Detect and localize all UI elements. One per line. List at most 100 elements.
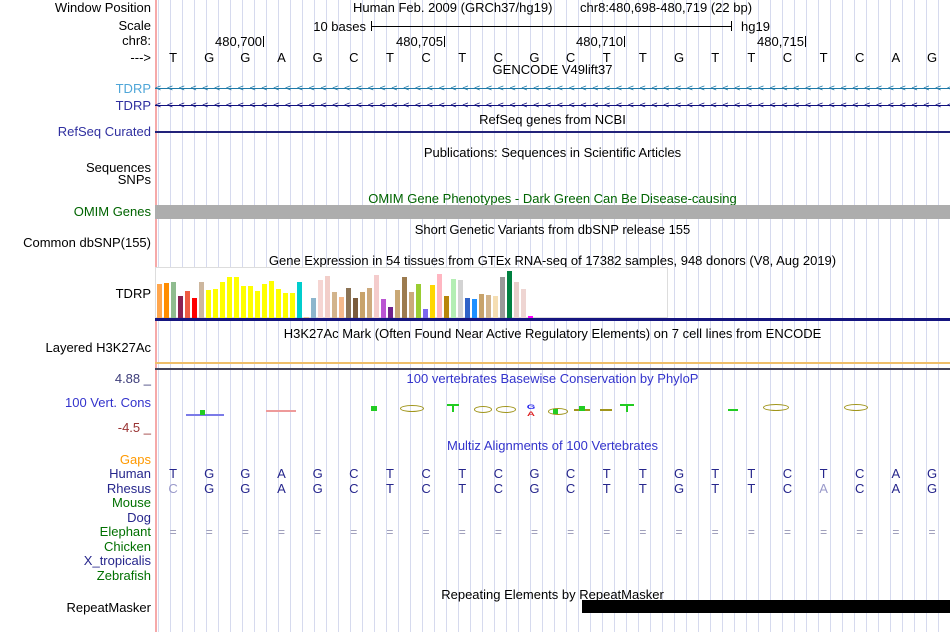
alignment-base: G: [529, 481, 540, 496]
conservation-mark: [371, 406, 377, 411]
sequence-base: T: [819, 50, 828, 65]
conservation-mark: [400, 405, 424, 412]
gtex-expression-bar: [311, 298, 316, 318]
sequence-base: C: [349, 50, 359, 65]
assembly-text: Human Feb. 2009 (GRCh37/hg19): [352, 0, 553, 15]
multiz-row-x_tropicalis: X_tropicalis: [0, 554, 950, 568]
conservation-track-label[interactable]: 100 Vert. Cons: [65, 395, 151, 410]
alignment-base: G: [240, 466, 251, 481]
coordinate-tick: [263, 36, 264, 47]
publications-track-title[interactable]: Publications: Sequences in Scientific Ar…: [423, 145, 682, 160]
gtex-expression-bar: [234, 277, 239, 318]
alignment-gap-marker: =: [856, 525, 864, 539]
alignment-base: C: [168, 481, 178, 496]
alignment-base: G: [673, 481, 685, 496]
alignment-gap-markers: = = = = = = = = = = = = = = = = = = = = = =: [155, 525, 950, 539]
alignment-base: G: [926, 481, 938, 496]
multiz-species-label[interactable]: Dog: [127, 510, 151, 525]
coordinate-tick: [624, 36, 625, 47]
alignment-gap-marker: =: [386, 525, 394, 539]
gencode-transcript-1[interactable]: <<<<<<<<<<<<<<<<<<<<<<<<<<<<<<<<<<<<<<<<…: [155, 82, 950, 95]
multiz-species-label[interactable]: X_tropicalis: [83, 553, 151, 568]
sequence-base: C: [855, 50, 865, 65]
multiz-species-label[interactable]: Chicken: [104, 539, 151, 554]
gtex-expression-bar: [388, 307, 393, 318]
alignment-base: G: [204, 481, 215, 496]
conservation-mark: [763, 404, 789, 411]
assembly-tag: hg19: [741, 19, 770, 34]
multiz-species-label[interactable]: Mouse: [111, 495, 151, 510]
gtex-track-title[interactable]: Gene Expression in 54 tissues from GTEx …: [268, 253, 837, 268]
repeatmasker-track-title[interactable]: Repeating Elements by RepeatMasker: [441, 587, 664, 602]
h3k27ac-track-title[interactable]: H3K27Ac Mark (Often Found Near Active Re…: [283, 326, 822, 341]
multiz-track-title[interactable]: Multiz Alignments of 100 Vertebrates: [446, 438, 658, 453]
gtex-expression-bar: [528, 316, 533, 318]
gtex-expression-bar: [479, 294, 484, 318]
multiz-species-label[interactable]: Gaps: [119, 452, 151, 467]
coordinates-text: chr8:480,698-480,719 (22 bp): [580, 0, 753, 15]
snps-track-label[interactable]: SNPs: [117, 172, 151, 187]
sequence-base: T: [602, 50, 611, 65]
multiz-row-rhesus: Rhesus C G G A G C T C T C G C T T G T T C A C A G: [0, 482, 950, 496]
layered-h3k27ac-label[interactable]: Layered H3K27Ac: [45, 340, 151, 355]
gtex-expression-bar: [304, 317, 309, 318]
sequences-track-label[interactable]: Sequences: [85, 160, 151, 175]
repeat-element-bar[interactable]: [582, 600, 950, 613]
conservation-mark: [474, 406, 492, 413]
alignment-gap-marker: =: [277, 525, 285, 539]
multiz-species-label[interactable]: Rhesus: [106, 481, 151, 496]
alignment-base: A: [277, 466, 286, 481]
conservation-mark: [496, 406, 516, 413]
conservation-mark: [620, 404, 634, 412]
multiz-species-label[interactable]: Human: [109, 466, 151, 481]
sequence-base: G: [312, 50, 323, 65]
refseq-curated-label[interactable]: RefSeq Curated: [57, 124, 151, 139]
gtex-expression-bar: [283, 293, 288, 318]
alignment-base: T: [711, 481, 720, 496]
gencode-transcript-label-2[interactable]: TDRP: [115, 98, 151, 113]
alignment-gap-marker: =: [422, 525, 430, 539]
phylop-track-title[interactable]: 100 vertebrates Basewise Conservation by…: [406, 371, 699, 386]
gtex-expression-bar: [290, 293, 295, 318]
gtex-expression-bar: [248, 286, 253, 318]
dbsnp-track-title[interactable]: Short Genetic Variants from dbSNP releas…: [414, 222, 691, 237]
sequence-base: T: [638, 50, 647, 65]
alignment-base: T: [638, 481, 647, 496]
alignment-base: C: [493, 481, 504, 496]
refseq-track-title[interactable]: RefSeq genes from NCBI: [479, 112, 626, 127]
alignment-base: T: [747, 481, 756, 496]
strand-direction-label: --->: [130, 50, 151, 65]
refseq-curated-line: [155, 131, 950, 133]
gtex-expression-bar: [164, 283, 169, 318]
gencode-transcript-2[interactable]: <<<<<<<<<<<<<<<<<<<<<<<<<<<<<<<<<<<<<<<<…: [155, 99, 950, 112]
multiz-species-label[interactable]: Elephant: [99, 524, 151, 539]
multiz-row-dog: Dog: [0, 511, 950, 525]
gtex-expression-bar: [444, 296, 449, 318]
gencode-track-title[interactable]: GENCODE V49lift37: [492, 62, 613, 77]
sequence-base: G: [926, 50, 938, 65]
alignment-base: C: [782, 481, 793, 496]
common-dbsnp-label[interactable]: Common dbSNP(155): [23, 235, 151, 250]
repeatmasker-label[interactable]: RepeatMasker: [66, 600, 151, 615]
alignment-gap-marker: =: [675, 525, 683, 539]
multiz-species-label[interactable]: Zebrafish: [96, 568, 151, 583]
alignment-gap-marker: =: [928, 525, 936, 539]
sequence-base: T: [711, 50, 720, 65]
gencode-transcript-label-1[interactable]: TDRP: [115, 81, 151, 96]
alignment-gap-marker: =: [603, 525, 611, 539]
omim-track-title[interactable]: OMIM Gene Phenotypes - Dark Green Can Be…: [368, 191, 737, 206]
gtex-expression-bar: [157, 284, 162, 318]
omim-gene-bar[interactable]: [155, 205, 950, 219]
coordinate-label: 480,715: [757, 34, 804, 49]
alignment-base: A: [891, 481, 901, 496]
omim-genes-label[interactable]: OMIM Genes: [73, 204, 151, 219]
alignment-base: T: [385, 481, 394, 496]
alignment-gap-marker: =: [530, 525, 538, 539]
gtex-expression-chart[interactable]: [157, 270, 667, 318]
tee-stem: [452, 406, 454, 412]
alignment-base: C: [565, 466, 576, 481]
conservation-mark: [844, 404, 868, 411]
scale-value: 10 bases: [313, 19, 366, 34]
gtex-gene-label[interactable]: TDRP: [115, 286, 151, 301]
